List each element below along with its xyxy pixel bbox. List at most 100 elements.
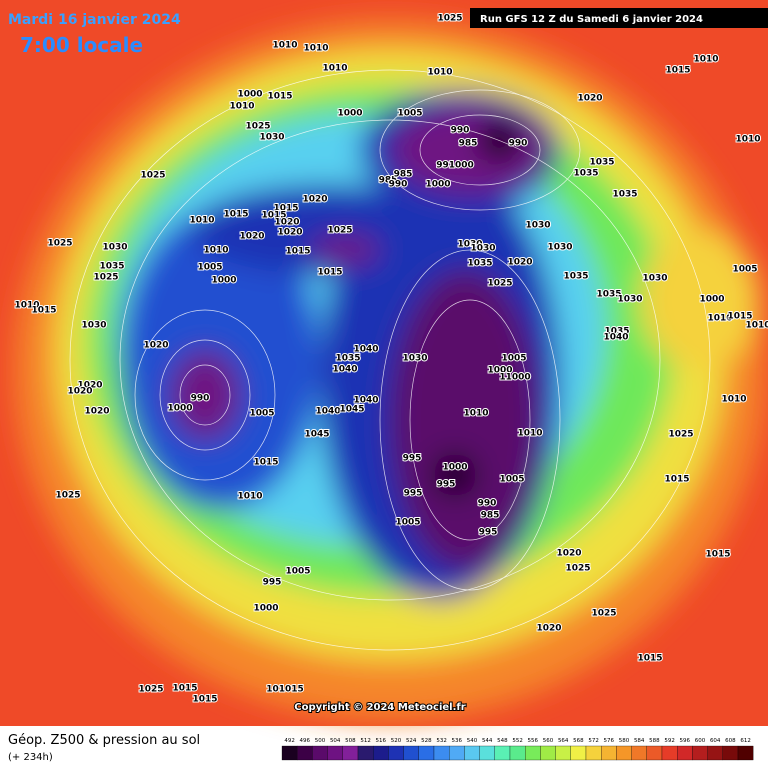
isobar-label: 1025	[591, 609, 616, 619]
isobar-label: 1025	[668, 430, 693, 440]
colorbar-label: 568	[573, 738, 584, 744]
isobar-label: 1010	[693, 55, 718, 65]
isobar-label: 1000	[337, 109, 362, 119]
isobar-label: 1035	[573, 169, 598, 179]
isobar-label: 1010	[272, 41, 297, 51]
isobar-label: 1040	[332, 365, 357, 375]
colorbar-label: 520	[391, 738, 402, 744]
isobar-label: 1010	[735, 135, 760, 145]
colorbar-label: 604	[710, 738, 721, 744]
isobar-label: 1020	[556, 549, 581, 559]
colorbar-swatch	[373, 745, 389, 761]
isobar-label: 991000	[436, 161, 474, 171]
isobar-label: 985	[379, 176, 398, 186]
isobar-label: 1015	[285, 247, 310, 257]
isobar-label: 1025	[437, 14, 462, 24]
isobar-label: 995	[404, 489, 423, 499]
isobar-label: 1035	[604, 327, 629, 337]
colorbar-label: 516	[376, 738, 387, 744]
isobar-label: 1025	[93, 273, 118, 283]
colorbar-swatch	[479, 745, 495, 761]
colorbar-swatch	[403, 745, 419, 761]
colorbar-label: 560	[543, 738, 554, 744]
colorbar-swatch	[342, 745, 359, 761]
isobar-label: 1005	[732, 265, 757, 275]
colorbar-swatch	[297, 745, 313, 761]
isobar-label: 1020	[277, 228, 302, 238]
isobar-label: 1000	[442, 463, 467, 473]
map-field	[0, 0, 768, 726]
colorbar-swatch	[540, 745, 556, 761]
isobar-label: 1000	[425, 180, 450, 190]
colorbar-label: 528	[421, 738, 432, 744]
forecast-date: Mardi 16 janvier 2024	[8, 12, 181, 28]
colorbar-swatch	[661, 745, 678, 761]
colorbar-swatch	[570, 745, 587, 761]
isobar-label: 1015	[273, 204, 298, 214]
colorbar-swatch	[631, 745, 647, 761]
isobar-label: 1000	[487, 366, 512, 376]
colorbar-label: 596	[680, 738, 691, 744]
colorbar-label: 492	[284, 738, 295, 744]
isobar-label: 1030	[470, 244, 495, 254]
isobar-label: 1030	[259, 133, 284, 143]
colorbar-label: 532	[436, 738, 447, 744]
isobar-label: 1015	[705, 550, 730, 560]
colorbar-swatch	[525, 745, 541, 761]
isobar-label: 1010	[707, 314, 732, 324]
colorbar-swatch	[464, 745, 480, 761]
colorbar-swatch	[646, 745, 663, 761]
isobar-label: 1010	[721, 395, 746, 405]
colorbar-label: 584	[634, 738, 645, 744]
isobar-label: 1015	[665, 66, 690, 76]
isobar-label: 1010	[203, 246, 228, 256]
colorbar-label: 576	[604, 738, 615, 744]
isobar-label: 1000	[699, 295, 724, 305]
isobar-label: 1015	[31, 306, 56, 316]
isobar-label: 1030	[642, 274, 667, 284]
run-box	[470, 8, 768, 28]
isobar-label: 985	[394, 170, 413, 180]
isobar-label: 1010	[427, 68, 452, 78]
colorbar-label: 608	[725, 738, 736, 744]
isobar-label: 1025	[245, 122, 270, 132]
isobar-label: 1020	[536, 624, 561, 634]
colorbar-swatch	[327, 745, 343, 761]
isobar-label: 1015	[172, 684, 197, 694]
isobar-label: 1030	[402, 354, 427, 364]
colorbar-swatch	[677, 745, 693, 761]
isobar-label: 1010	[745, 321, 768, 331]
colorbar-label: 548	[497, 738, 508, 744]
colorbar: 492 496 500 504 508 512 516 520 524 528 532 536 540 5…	[281, 738, 754, 761]
colorbar-label: 508	[345, 738, 356, 744]
isobar-label: 1020	[67, 387, 92, 397]
colorbar-label: 524	[406, 738, 417, 744]
isobar-label: 1020	[143, 341, 168, 351]
isobar-label: 1030	[547, 243, 572, 253]
isobar-label: 1025	[138, 685, 163, 695]
isobar-label: 1025	[140, 171, 165, 181]
forecast-time: 7:00 locale	[20, 33, 143, 57]
isobar-label: 11000	[499, 373, 530, 383]
isobar-label: 1010	[517, 429, 542, 439]
isobar-label: 1010	[463, 409, 488, 419]
colorbar-swatch	[418, 745, 435, 761]
isobar-label: 985	[481, 511, 500, 521]
isobar-label: 101015	[266, 685, 304, 695]
isobar-label: 1020	[577, 94, 602, 104]
colorbar-swatch	[601, 745, 617, 761]
isobar-label: 1025	[327, 226, 352, 236]
colorbar-swatch	[585, 745, 602, 761]
isobar-label: 1005	[499, 475, 524, 485]
isobar-label: 1015	[664, 475, 689, 485]
isobar-label: 995	[479, 528, 498, 538]
isobar-label: 1030	[457, 240, 482, 250]
colorbar-label: 500	[315, 738, 326, 744]
isobar-label: 1035	[335, 354, 360, 364]
colorbar-swatch	[509, 745, 526, 761]
isobar-label: 1040	[603, 333, 628, 343]
colorbar-swatch	[692, 745, 708, 761]
colorbar-swatch	[433, 745, 450, 761]
